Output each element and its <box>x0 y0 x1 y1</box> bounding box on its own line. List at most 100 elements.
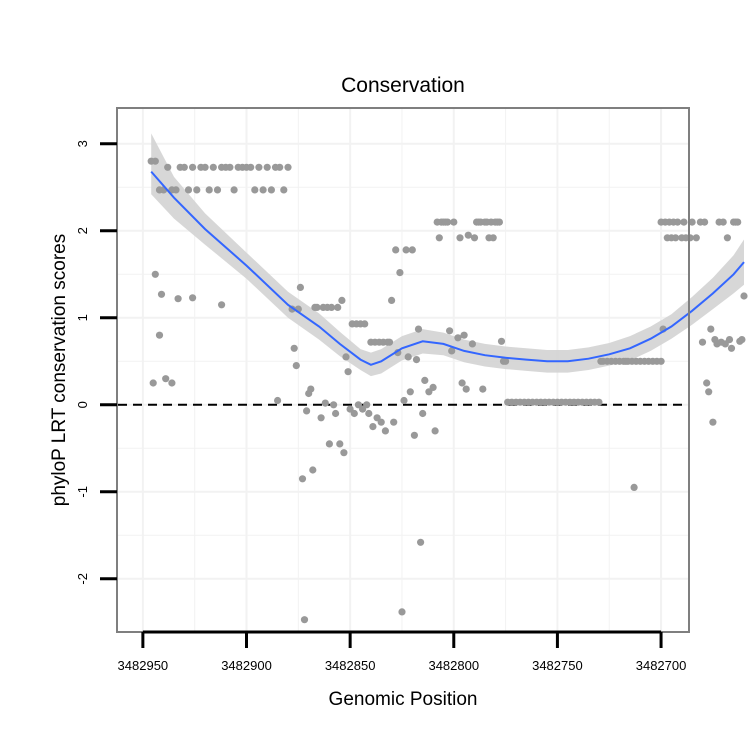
data-point <box>406 388 414 396</box>
data-point <box>209 163 217 171</box>
data-point <box>435 234 443 242</box>
data-point <box>267 186 275 194</box>
y-tick-label: -1 <box>75 486 90 498</box>
grid-lines <box>118 109 688 631</box>
data-point <box>230 186 238 194</box>
data-point <box>470 234 479 242</box>
data-point <box>419 409 427 418</box>
data-point <box>390 418 398 426</box>
data-point <box>723 234 732 242</box>
data-point <box>392 246 400 254</box>
y-tick-label: 1 <box>75 314 90 321</box>
data-point <box>344 368 352 376</box>
data-points <box>147 157 748 624</box>
data-point <box>201 163 209 171</box>
data-point <box>274 396 282 405</box>
data-point <box>363 401 371 409</box>
data-point <box>151 270 159 278</box>
data-point <box>400 396 408 405</box>
data-point <box>727 344 736 352</box>
data-point <box>340 449 348 457</box>
data-point <box>479 385 487 393</box>
data-point <box>462 385 470 393</box>
data-point <box>313 303 321 311</box>
data-point <box>334 303 342 311</box>
data-point <box>703 379 711 387</box>
data-point <box>448 347 456 355</box>
data-point <box>151 157 159 165</box>
data-point <box>414 325 423 333</box>
data-point <box>296 283 304 291</box>
data-point <box>725 336 734 344</box>
data-point <box>174 295 182 303</box>
data-point <box>336 440 344 448</box>
data-point <box>705 388 713 396</box>
data-point <box>398 608 406 616</box>
data-point <box>164 163 172 171</box>
y-tick-label: -2 <box>75 573 90 585</box>
data-point <box>332 409 340 418</box>
x-axis: 3482950 3482900 3482850 3482800 3482750 34827… <box>118 630 687 673</box>
data-point <box>307 385 315 393</box>
data-point <box>292 362 300 370</box>
y-tick-label: 2 <box>75 227 90 234</box>
data-point <box>408 246 416 254</box>
data-point <box>280 186 288 194</box>
smooth-curve <box>150 170 745 366</box>
data-point <box>460 331 468 339</box>
data-point <box>255 163 263 171</box>
data-point <box>290 344 298 352</box>
data-point <box>595 398 603 406</box>
x-tick-label: 3482700 <box>636 658 687 673</box>
data-point <box>149 379 157 387</box>
data-point <box>444 218 452 226</box>
data-point <box>157 290 166 298</box>
data-point <box>707 325 715 333</box>
data-point <box>298 475 307 483</box>
panel-border <box>116 107 690 633</box>
y-axis-title: phyloP LRT conservation scores <box>49 234 70 507</box>
data-point <box>630 483 638 491</box>
data-point <box>369 423 377 431</box>
data-point <box>385 338 394 346</box>
data-point <box>189 294 197 302</box>
data-point <box>674 218 682 226</box>
data-point <box>740 292 748 300</box>
data-point <box>321 399 329 407</box>
data-point <box>454 334 462 342</box>
data-point <box>396 269 404 277</box>
x-tick-label: 3482750 <box>532 658 583 673</box>
data-point <box>502 357 510 365</box>
data-point <box>327 303 336 311</box>
data-point <box>686 234 694 242</box>
data-point <box>251 186 259 194</box>
data-point <box>412 356 421 364</box>
x-tick-label: 3482900 <box>221 658 272 673</box>
data-point <box>497 337 506 345</box>
data-point <box>377 418 385 426</box>
data-point <box>172 186 180 194</box>
data-point <box>317 414 325 422</box>
data-point <box>361 320 369 328</box>
data-point <box>338 296 346 304</box>
data-point <box>263 163 271 171</box>
data-point <box>431 427 439 435</box>
x-axis-title: Genomic Position <box>329 689 478 710</box>
data-point <box>180 163 188 171</box>
data-point <box>464 231 472 239</box>
data-point <box>218 301 226 309</box>
data-point <box>330 401 338 409</box>
data-point <box>495 218 503 226</box>
y-axis: -2 -1 0 1 2 3 <box>75 140 117 585</box>
data-point <box>402 246 410 254</box>
data-point <box>284 163 292 171</box>
chart-title: Conservation <box>341 74 465 97</box>
data-point <box>300 616 309 624</box>
data-point <box>388 296 396 304</box>
data-point <box>155 331 164 339</box>
data-point <box>189 163 197 171</box>
data-point <box>410 431 418 439</box>
confidence-band <box>151 133 744 377</box>
x-tick-label: 3482800 <box>428 658 479 673</box>
